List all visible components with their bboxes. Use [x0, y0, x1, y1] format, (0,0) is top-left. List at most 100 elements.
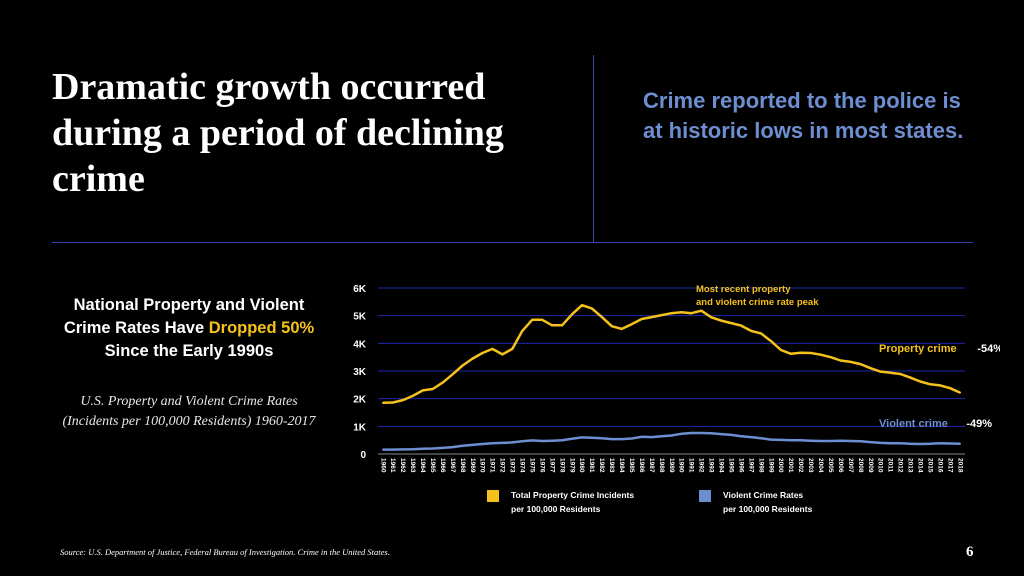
data-point	[610, 438, 613, 441]
data-point	[710, 316, 713, 319]
data-point	[769, 438, 772, 441]
data-point	[531, 318, 534, 321]
x-tick-label: 1983	[608, 458, 615, 473]
peak-annotation-line2: and violent crime rate peak	[696, 297, 819, 308]
data-point	[710, 432, 713, 435]
x-tick-label: 2016	[936, 458, 943, 473]
y-tick-label: 1K	[353, 422, 367, 433]
data-point	[700, 431, 703, 434]
x-tick-label: 1991	[688, 458, 695, 473]
x-tick-label: 1982	[598, 458, 605, 473]
side-title-text-2: Since the Early 1990s	[104, 342, 274, 360]
data-point	[511, 441, 514, 444]
x-tick-label: 1970	[479, 458, 486, 473]
data-point	[919, 380, 922, 383]
data-point	[401, 448, 404, 451]
x-tick-label: 2018	[956, 458, 963, 473]
data-point	[789, 352, 792, 355]
data-point	[441, 446, 444, 449]
y-tick-label: 0	[360, 450, 366, 461]
x-tick-label: 2003	[807, 458, 814, 473]
data-point	[939, 384, 942, 387]
data-point	[431, 447, 434, 450]
data-point	[521, 329, 524, 332]
data-point	[690, 431, 693, 434]
data-point	[819, 439, 822, 442]
data-point	[571, 437, 574, 440]
x-tick-label: 2001	[787, 458, 794, 473]
data-point	[760, 332, 763, 335]
data-point	[461, 364, 464, 367]
chart-side-subtitle: U.S. Property and Violent Crime Rates (I…	[62, 394, 316, 429]
x-tick-label: 1977	[548, 458, 555, 473]
data-point	[919, 443, 922, 446]
series-change-label: -49%	[966, 418, 992, 430]
x-tick-label: 1960	[379, 458, 386, 473]
data-point	[889, 371, 892, 374]
x-tick-label: 1992	[698, 458, 705, 473]
x-tick-label: 1966	[439, 458, 446, 473]
data-point	[461, 444, 464, 447]
x-tick-label: 2011	[887, 458, 894, 472]
data-point	[680, 432, 683, 435]
x-tick-label: 1998	[757, 458, 764, 473]
data-point	[959, 391, 962, 394]
data-point	[740, 435, 743, 438]
data-point	[610, 325, 613, 328]
data-point	[590, 307, 593, 310]
x-tick-label: 2000	[777, 458, 784, 473]
x-tick-label: 1999	[767, 458, 774, 473]
legend-label-property-2: per 100,000 Residents	[511, 504, 601, 514]
data-point	[511, 347, 514, 350]
y-tick-label: 6K	[353, 284, 367, 295]
data-point	[501, 441, 504, 444]
x-tick-label: 1972	[499, 458, 506, 473]
legend-label-property-1: Total Property Crime Incidents	[511, 490, 635, 500]
x-tick-label: 2008	[857, 458, 864, 473]
legend-swatch-property	[487, 490, 499, 502]
data-point	[381, 401, 384, 404]
data-point	[740, 324, 743, 327]
data-point	[859, 440, 862, 443]
data-point	[839, 439, 842, 442]
data-point	[720, 433, 723, 436]
data-point	[650, 436, 653, 439]
x-tick-label: 2005	[827, 458, 834, 473]
data-point	[949, 442, 952, 445]
slide-headline: Dramatic growth occurred during a period…	[52, 66, 504, 200]
data-point	[879, 370, 882, 373]
x-tick-label: 1975	[528, 458, 535, 473]
data-point	[720, 319, 723, 322]
data-point	[879, 441, 882, 444]
data-point	[849, 360, 852, 363]
x-tick-label: 1969	[469, 458, 476, 473]
data-point	[809, 439, 812, 442]
data-point	[799, 439, 802, 442]
data-point	[471, 357, 474, 360]
x-tick-label: 1976	[538, 458, 545, 473]
data-point	[779, 438, 782, 441]
data-point	[799, 351, 802, 354]
data-point	[551, 324, 554, 327]
x-tick-label: 1973	[509, 458, 516, 473]
data-point	[829, 439, 832, 442]
x-tick-label: 2013	[907, 458, 914, 473]
x-tick-label: 1984	[618, 458, 625, 473]
side-title-text-1: National Property and Violent Crime Rate…	[63, 296, 305, 337]
data-point	[670, 434, 673, 437]
x-tick-label: 1963	[409, 458, 416, 473]
x-tick-label: 1987	[648, 458, 655, 473]
data-point	[421, 447, 424, 450]
data-point	[491, 347, 494, 350]
data-point	[481, 352, 484, 355]
data-point	[561, 439, 564, 442]
x-tick-label: 2007	[847, 458, 854, 473]
data-point	[660, 314, 663, 317]
x-tick-label: 1995	[727, 458, 734, 473]
x-tick-label: 1971	[489, 458, 496, 473]
callout-text: Crime reported to the police is at histo…	[643, 88, 964, 143]
x-tick-label: 1968	[459, 458, 466, 473]
x-tick-label: 2017	[946, 458, 953, 473]
x-tick-label: 2012	[897, 458, 904, 473]
